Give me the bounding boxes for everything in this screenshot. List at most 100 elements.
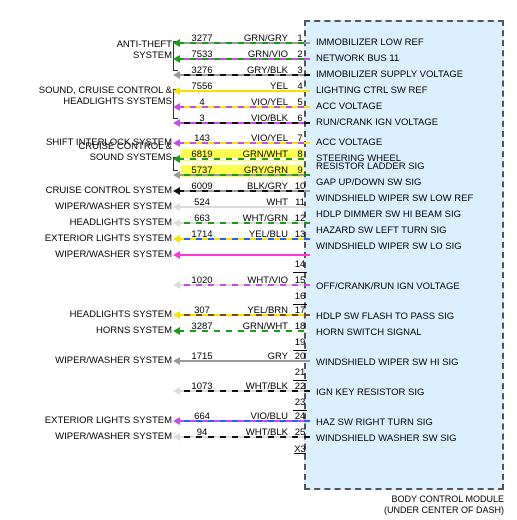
wire-arrow-icon: [173, 119, 180, 127]
wire-arrow-icon: [173, 235, 180, 243]
signal-label: NETWORK BUS 11: [316, 53, 399, 64]
wire-color: GRN/WHT: [222, 321, 288, 332]
wire-color: GRY: [222, 351, 288, 362]
signal-label: ACC VOLTAGE: [316, 137, 382, 148]
pin-number: 21: [293, 367, 307, 378]
wire-arrow-icon: [173, 219, 180, 227]
wire-arrow-icon: [173, 39, 180, 47]
wire-arrow-icon: [173, 281, 180, 289]
circuit-number: 1020: [180, 275, 224, 286]
system-label: HEADLIGHTS SYSTEM: [70, 217, 172, 228]
signal-label: HDLP DIMMER SW HI BEAM SIG: [316, 209, 461, 220]
wire-row: 3VIO/BLK 6 RUN/CRANK IGN VOLTAGE: [0, 116, 517, 132]
signal-label: WINDSHIELD WIPER SW HI SIG: [316, 357, 459, 368]
wire-arrow-icon: [173, 139, 180, 147]
circuit-number: 3287: [180, 321, 224, 332]
system-label: WIPER/WASHER SYSTEM: [55, 201, 172, 212]
signal-label: IGN KEY RESISTOR SIG: [316, 387, 424, 398]
wire-row: WIPER/WASHER SYSTEM 1715GRY 20 WINDSHIELD W…: [0, 354, 517, 370]
signal-label: ACC VOLTAGE: [316, 101, 382, 112]
wire-arrow-icon: [173, 357, 180, 365]
system-label: HORNS SYSTEM: [96, 325, 172, 336]
circuit-number: 664: [180, 411, 224, 422]
signal-label: HAZARD SW LEFT TURN SIG: [316, 225, 447, 236]
pin-underline: [293, 272, 307, 273]
system-label: CRUISE CONTROL SYSTEM: [46, 185, 172, 196]
wire-color: WHT/GRN: [222, 213, 288, 224]
pin-number: 6: [293, 113, 307, 124]
pin-number: 19: [293, 337, 307, 348]
wire-arrow-icon: [173, 87, 180, 95]
system-label: SHIFT INTERLOCK SYSTEM: [46, 137, 172, 148]
signal-label: WINDSHIELD WIPER SW LOW REF: [316, 193, 473, 204]
circuit-number: 1715: [180, 351, 224, 362]
wire-row: 1073WHT/BLK22IGN KEY RESISTOR SIG: [0, 384, 517, 400]
circuit-number: 3: [180, 113, 224, 124]
circuit-number: 4: [180, 97, 224, 108]
signal-label: RUN/CRANK IGN VOLTAGE: [316, 117, 438, 128]
pin-number: 23: [293, 397, 307, 408]
wire-arrow-icon: [173, 171, 180, 179]
pin-number: 18: [293, 321, 307, 332]
wire-color: GRN/WHT: [222, 149, 288, 160]
wire-arrow-icon: [173, 251, 180, 259]
pin-number: 1: [293, 33, 307, 44]
signal-label: LIGHTING CTRL SW REF: [316, 85, 428, 96]
pin-number: 16: [293, 291, 307, 302]
circuit-number: 6819: [180, 149, 224, 160]
pin-number: 11: [293, 197, 307, 208]
pin-number: 8: [293, 149, 307, 160]
wire-color: VIO/YEL: [222, 97, 288, 108]
wire-color: VIO/YEL: [222, 133, 288, 144]
pin-number: 4: [293, 81, 307, 92]
wire-arrow-icon: [173, 327, 180, 335]
circuit-number: 524: [180, 197, 224, 208]
signal-label: WINDSHIELD WIPER SW LO SIG: [316, 241, 462, 252]
pin-number: 20: [293, 351, 307, 362]
wire-arrow-icon: [173, 71, 180, 79]
pin-number: 13: [293, 229, 307, 240]
wire-line: [178, 254, 310, 256]
pin-number: 25: [293, 427, 307, 438]
pin-number: 9: [293, 165, 307, 176]
wire-color: YEL/BRN: [222, 305, 288, 316]
wire-color: WHT/BLK: [222, 427, 288, 438]
signal-label: IMMOBILIZER LOW REF: [316, 37, 424, 48]
pin-number: 14: [293, 259, 307, 270]
wire-color: WHT: [222, 197, 288, 208]
circuit-number: 7556: [180, 81, 224, 92]
circuit-number: 7533: [180, 49, 224, 60]
pin-number: 3: [293, 65, 307, 76]
pin-number: 5: [293, 97, 307, 108]
wire-arrow-icon: [173, 433, 180, 441]
circuit-number: 3276: [180, 65, 224, 76]
system-label: WIPER/WASHER SYSTEM: [55, 249, 172, 260]
signal-label: OFF/CRANK/RUN IGN VOLTAGE: [316, 281, 460, 292]
pin-number: 10: [293, 181, 307, 192]
circuit-number: 94: [180, 427, 224, 438]
pin-number: 17: [293, 305, 307, 316]
wire-color: GRN/VIO: [222, 49, 288, 60]
wire-color: GRY/GRN: [222, 165, 288, 176]
system-label: WIPER/WASHER SYSTEM: [55, 355, 172, 366]
pin-number: 12: [293, 213, 307, 224]
circuit-number: 1073: [180, 381, 224, 392]
pin-number: 22: [293, 381, 307, 392]
pin-number: 24: [293, 411, 307, 422]
wire-row: WIPER/WASHER SYSTEM94WHT/BLK25WINDSHIELD…: [0, 430, 517, 446]
circuit-number: 143: [180, 133, 224, 144]
wire-color: VIO/BLU: [222, 411, 288, 422]
wire-color: VIO/BLK: [222, 113, 288, 124]
signal-label: GAP UP/DOWN SW SIG: [316, 177, 421, 188]
module-label: BODY CONTROL MODULE (UNDER CENTER OF DAS…: [304, 494, 504, 516]
wire-color: GRN/GRY: [222, 33, 288, 44]
wire-arrow-icon: [173, 103, 180, 111]
circuit-number: 663: [180, 213, 224, 224]
wire-color: BLK/GRY: [222, 181, 288, 192]
wire-arrow-icon: [173, 155, 180, 163]
wire-arrow-icon: [173, 311, 180, 319]
wire-arrow-icon: [173, 55, 180, 63]
system-label: EXTERIOR LIGHTS SYSTEM: [45, 415, 172, 426]
signal-label: IMMOBILIZER SUPPLY VOLTAGE: [316, 69, 463, 80]
signal-label: HDLP SW FLASH TO PASS SIG: [316, 311, 454, 322]
